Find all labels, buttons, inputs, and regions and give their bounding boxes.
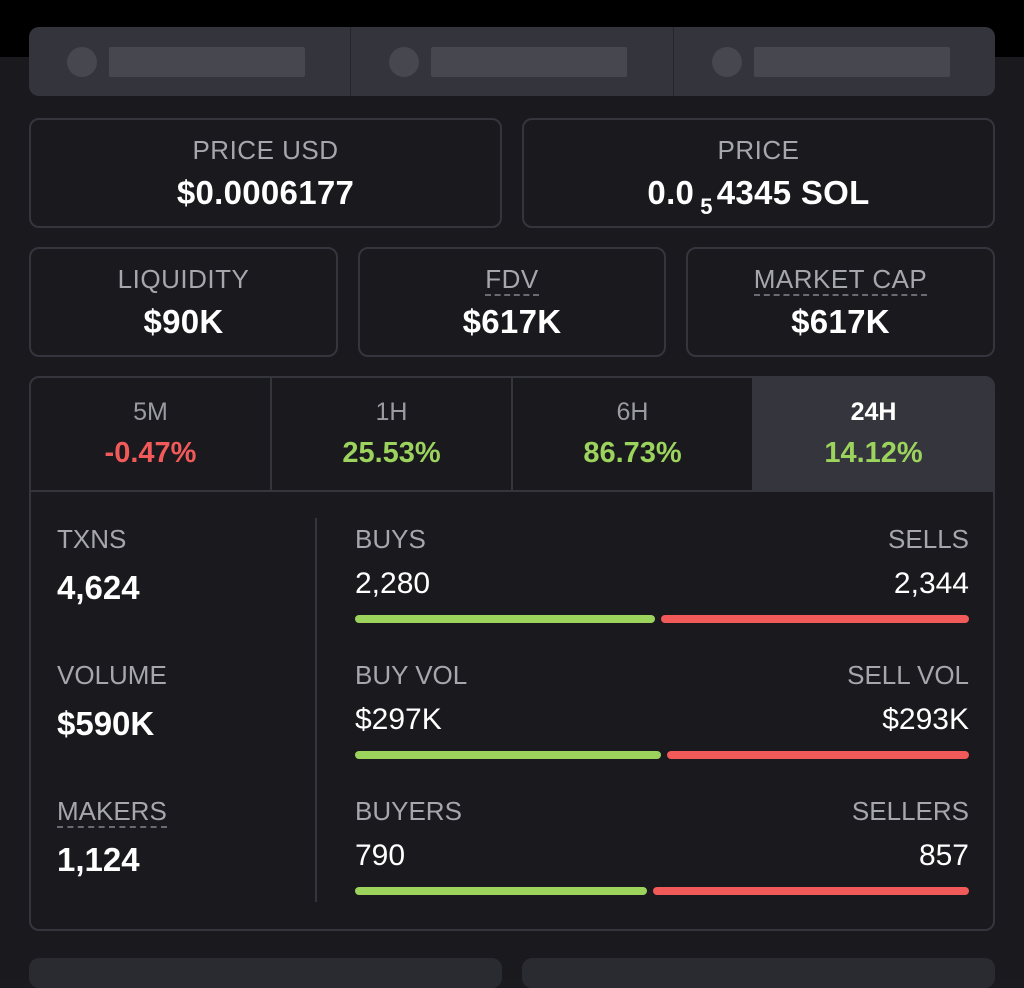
sell-vol-value: $293K xyxy=(882,703,969,736)
placeholder-avatar xyxy=(711,46,742,77)
sells-value: 2,344 xyxy=(893,567,969,600)
tab-24h-label: 24H xyxy=(850,398,897,426)
buy-sell-volume-ratio-bar xyxy=(355,751,969,759)
tab-5m[interactable]: 5M -0.47% xyxy=(31,378,272,490)
tab-24h-change: 14.12% xyxy=(824,437,923,469)
price-sol-subscript: 5 xyxy=(700,193,713,219)
loading-placeholder-item xyxy=(351,27,674,96)
txns-value: 4,624 xyxy=(57,569,140,606)
next-card-left xyxy=(29,958,502,988)
tab-6h-label: 6H xyxy=(616,398,649,426)
price-usd-card: PRICE USD $0.0006177 xyxy=(29,118,502,228)
market-cap-label[interactable]: MARKET CAP xyxy=(753,263,928,296)
buys-value: 2,280 xyxy=(355,567,431,600)
txns-label: TXNS xyxy=(57,524,127,554)
tab-5m-label: 5M xyxy=(133,398,168,426)
column-divider xyxy=(315,518,317,902)
fdv-label-wrap: FDV xyxy=(485,263,539,296)
loading-placeholder-bar xyxy=(29,27,995,96)
next-card-right xyxy=(522,958,995,988)
buys-sells-ratio-bar xyxy=(355,615,969,623)
sell-portion xyxy=(660,615,969,623)
liquidity-value: $90K xyxy=(143,302,224,340)
sellers-value: 857 xyxy=(918,839,969,872)
buy-vol-portion xyxy=(355,751,661,759)
tab-1h[interactable]: 1H 25.53% xyxy=(272,378,513,490)
market-cap-value: $617K xyxy=(791,302,890,340)
loading-placeholder-item xyxy=(674,27,995,96)
sell-vol-portion xyxy=(666,751,969,759)
buys-sells-split: BUYS SELLS 2,280 2,344 xyxy=(355,524,969,623)
price-sol-prefix: 0.0 xyxy=(647,173,695,211)
buyers-sellers-ratio-bar xyxy=(355,887,969,895)
placeholder-text xyxy=(431,46,628,77)
tab-6h-change: 86.73% xyxy=(583,437,682,469)
timeframe-stats-panel: 5M -0.47% 1H 25.53% 6H 86.73% 24H 14.12%… xyxy=(29,376,995,931)
market-cap-label-wrap: MARKET CAP xyxy=(753,263,928,296)
price-usd-label: PRICE USD xyxy=(192,134,339,165)
liquidity-card: LIQUIDITY $90K xyxy=(29,247,338,357)
placeholder-avatar xyxy=(67,46,97,77)
fdv-value: $617K xyxy=(462,302,562,340)
buy-vol-label: BUY VOL xyxy=(355,660,468,690)
price-sol-card: PRICE 0.0 5 4345 SOL xyxy=(522,118,995,228)
timeframe-tabs: 5M -0.47% 1H 25.53% 6H 86.73% 24H 14.12% xyxy=(31,378,993,492)
buys-label: BUYS xyxy=(355,524,426,554)
buy-sell-volume-split: BUY VOL SELL VOL $297K $293K xyxy=(355,660,969,759)
placeholder-avatar xyxy=(389,46,420,77)
volume-value: $590K xyxy=(57,705,155,742)
buyers-label: BUYERS xyxy=(355,796,462,826)
price-sol-suffix: 4345 SOL xyxy=(716,173,870,211)
price-sol-label: PRICE xyxy=(717,134,800,165)
tab-1h-change: 25.53% xyxy=(342,437,441,469)
sell-vol-label: SELL VOL xyxy=(847,660,969,690)
buy-vol-value: $297K xyxy=(355,703,442,736)
price-sol-value: 0.0 5 4345 SOL xyxy=(647,173,870,219)
sellers-portion xyxy=(652,887,969,895)
makers-value: 1,124 xyxy=(57,841,140,878)
tab-5m-change: -0.47% xyxy=(104,437,197,469)
sellers-label: SELLERS xyxy=(851,796,969,826)
makers-metric[interactable]: MAKERS 1,124 xyxy=(57,796,167,879)
buyers-sellers-split: BUYERS SELLERS 790 857 xyxy=(355,796,969,895)
price-usd-value: $0.0006177 xyxy=(176,173,355,211)
buyers-value: 790 xyxy=(355,839,406,872)
buy-portion xyxy=(355,615,655,623)
buyers-portion xyxy=(355,887,647,895)
makers-label[interactable]: MAKERS xyxy=(57,796,167,828)
market-cap-card[interactable]: MARKET CAP $617K xyxy=(686,247,995,357)
tab-6h[interactable]: 6H 86.73% xyxy=(513,378,754,490)
placeholder-text xyxy=(109,46,305,77)
placeholder-text xyxy=(753,46,950,77)
fdv-label[interactable]: FDV xyxy=(485,263,539,296)
txns-metric: TXNS 4,624 xyxy=(57,524,140,607)
volume-metric: VOLUME $590K xyxy=(57,660,167,743)
loading-placeholder-item xyxy=(29,27,352,96)
tab-1h-label: 1H xyxy=(375,398,408,426)
fdv-card[interactable]: FDV $617K xyxy=(358,247,666,357)
tab-24h[interactable]: 24H 14.12% xyxy=(754,378,993,490)
sells-label: SELLS xyxy=(888,524,969,554)
makers-label-wrap: MAKERS xyxy=(57,796,167,828)
volume-label: VOLUME xyxy=(57,660,167,690)
liquidity-label: LIQUIDITY xyxy=(117,263,250,294)
